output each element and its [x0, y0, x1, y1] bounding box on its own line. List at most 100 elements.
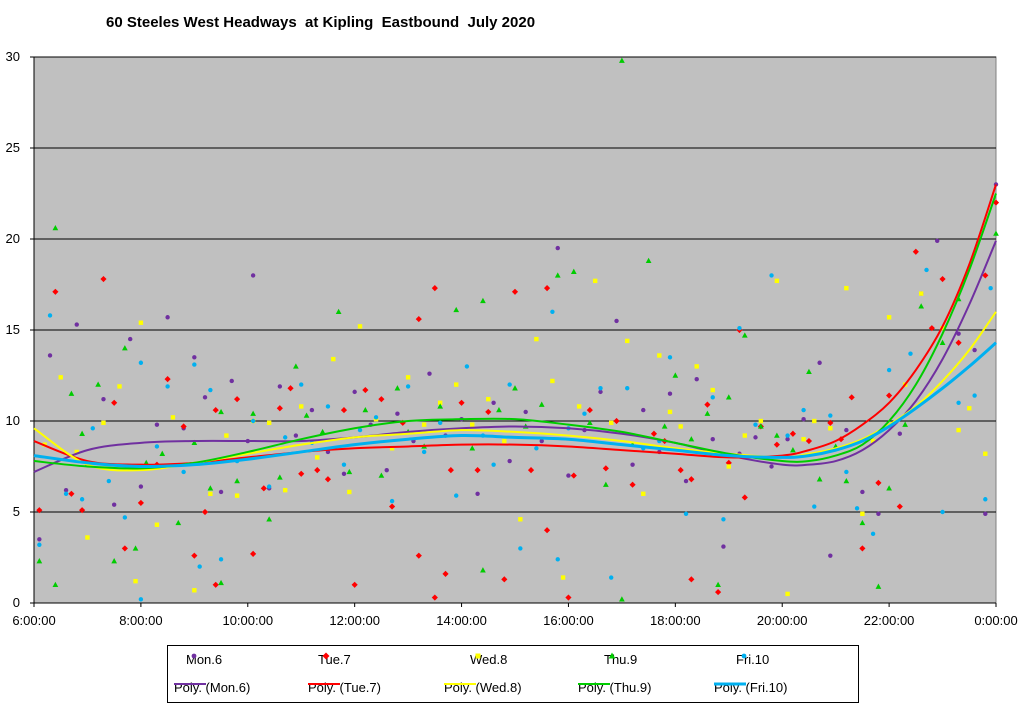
- data-point: [212, 407, 219, 414]
- data-point: [180, 423, 187, 430]
- data-point: [886, 392, 893, 399]
- data-point: [774, 278, 780, 284]
- data-point: [860, 511, 865, 517]
- data-point: [234, 493, 240, 498]
- legend-line-swatch: [174, 683, 206, 685]
- data-point: [454, 493, 459, 498]
- data-point: [250, 550, 257, 557]
- y-tick-label: 0: [13, 595, 20, 610]
- data-point: [373, 415, 379, 420]
- legend-item-fri-10: Fri.10: [736, 648, 769, 670]
- data-point: [753, 435, 758, 440]
- data-point: [58, 375, 63, 380]
- data-point: [555, 557, 560, 562]
- data-point: [405, 384, 411, 389]
- data-point: [721, 517, 726, 522]
- data-point: [790, 447, 796, 453]
- data-point: [496, 407, 502, 413]
- data-point: [570, 268, 577, 274]
- data-point: [485, 408, 492, 415]
- data-point: [721, 544, 726, 549]
- data-point: [293, 433, 299, 438]
- data-point: [277, 384, 283, 389]
- data-point: [111, 502, 117, 507]
- data-point: [801, 407, 806, 413]
- data-point: [848, 394, 855, 401]
- data-point: [165, 384, 170, 389]
- data-point: [128, 336, 133, 342]
- data-point: [886, 485, 892, 491]
- data-point: [683, 511, 689, 517]
- data-point: [234, 477, 240, 484]
- data-point: [37, 542, 42, 547]
- data-point: [74, 322, 79, 327]
- data-point: [918, 291, 924, 296]
- data-point: [427, 371, 432, 376]
- data-point: [518, 517, 523, 522]
- data-point: [79, 507, 86, 514]
- data-point: [138, 320, 144, 325]
- legend-item-poly-tue-7-: Poly. (Tue.7): [308, 676, 381, 698]
- data-point: [507, 458, 512, 464]
- data-point: [972, 393, 977, 398]
- data-point: [555, 245, 560, 251]
- data-point: [805, 437, 813, 445]
- legend-line-swatch: [444, 683, 476, 685]
- data-point: [661, 423, 668, 429]
- data-point: [486, 396, 491, 402]
- data-point: [100, 275, 107, 283]
- y-tick-label: 15: [6, 322, 20, 337]
- data-point: [586, 419, 593, 426]
- data-point: [741, 332, 748, 338]
- data-point: [769, 464, 774, 469]
- data-point: [667, 409, 673, 415]
- data-point: [137, 499, 144, 506]
- data-point: [956, 427, 961, 433]
- data-point: [212, 581, 219, 588]
- data-point: [154, 522, 160, 527]
- data-point: [218, 579, 224, 586]
- x-tick-label: 10:00:00: [222, 613, 273, 628]
- data-point: [154, 444, 160, 449]
- data-point: [812, 504, 817, 509]
- data-point: [454, 382, 459, 387]
- data-point: [122, 515, 128, 520]
- data-point: [101, 420, 106, 426]
- data-point: [710, 395, 715, 400]
- data-point: [507, 382, 512, 387]
- data-point: [875, 583, 882, 589]
- legend-marker-swatch: [608, 652, 616, 659]
- data-point: [79, 497, 85, 502]
- data-point: [164, 376, 171, 383]
- data-point: [303, 412, 310, 418]
- data-point: [773, 441, 780, 448]
- data-point: [939, 275, 946, 283]
- data-point: [940, 509, 945, 515]
- data-point: [298, 470, 305, 477]
- data-point: [121, 545, 128, 552]
- y-tick-label: 25: [6, 140, 20, 155]
- data-point: [159, 450, 166, 456]
- data-point: [801, 437, 806, 442]
- y-tick-label: 10: [6, 413, 20, 428]
- data-point: [844, 469, 849, 475]
- data-point: [218, 557, 224, 562]
- data-point: [331, 356, 336, 362]
- data-point: [415, 316, 422, 323]
- data-point: [260, 485, 267, 492]
- data-point: [208, 491, 213, 496]
- data-point: [629, 481, 636, 488]
- data-point: [442, 570, 449, 577]
- data-point: [527, 467, 535, 474]
- legend-item-poly-fri-10-: Poly. (Fri.10): [714, 676, 787, 698]
- data-point: [897, 431, 902, 436]
- data-point: [625, 338, 630, 344]
- data-point: [650, 430, 658, 437]
- y-tick-label: 30: [6, 49, 20, 64]
- data-point: [598, 386, 603, 391]
- data-point: [983, 497, 988, 502]
- data-point: [106, 478, 112, 484]
- data-point: [710, 437, 715, 442]
- data-point: [554, 272, 561, 278]
- data-point: [388, 503, 396, 510]
